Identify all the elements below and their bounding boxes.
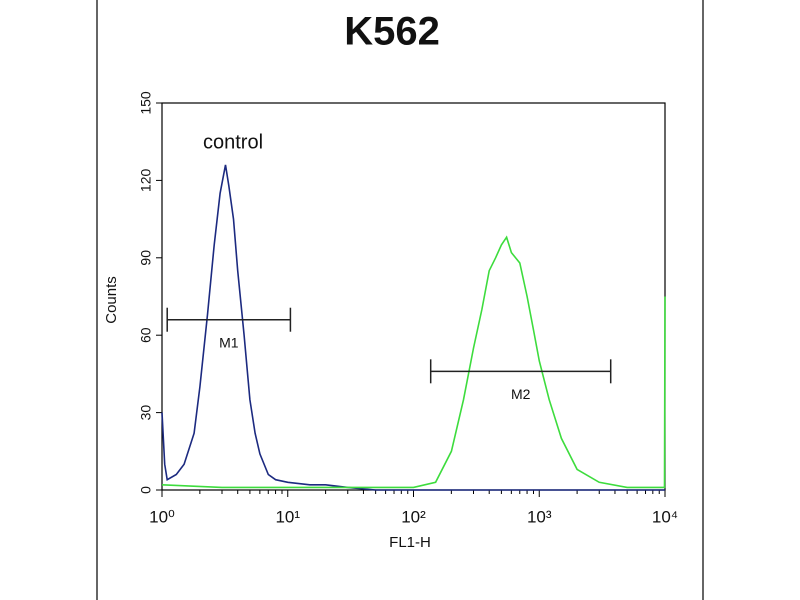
y-tick-label: 120 bbox=[138, 169, 154, 193]
y-axis-label: Counts bbox=[103, 276, 120, 324]
x-tick-label: 10¹ bbox=[275, 507, 300, 526]
series-line bbox=[161, 164, 665, 491]
gate-label: M1 bbox=[219, 334, 239, 350]
series-label: control bbox=[203, 131, 263, 153]
gate-label: M2 bbox=[511, 386, 531, 402]
y-tick-label: 90 bbox=[138, 250, 154, 266]
y-tick-label: 150 bbox=[138, 91, 154, 115]
chart-title: K562 bbox=[344, 10, 440, 54]
x-axis-label: FL1-H bbox=[389, 534, 431, 551]
plot-frame bbox=[161, 102, 666, 491]
x-tick-label: 10² bbox=[401, 507, 426, 526]
x-tick-label: 10⁰ bbox=[149, 507, 175, 526]
y-tick-label: 60 bbox=[138, 327, 154, 343]
x-tick-label: 10⁴ bbox=[652, 507, 678, 526]
y-tick-label: 30 bbox=[138, 405, 154, 421]
y-tick-label: 0 bbox=[138, 486, 154, 494]
x-tick-label: 10³ bbox=[527, 507, 552, 526]
series-line bbox=[161, 235, 666, 489]
